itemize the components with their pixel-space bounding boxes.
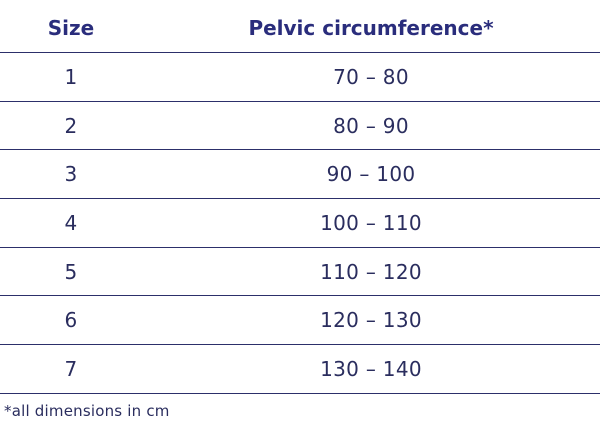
range-cell: 70 – 80 [333, 64, 409, 89]
size-cell: 4 [64, 210, 78, 235]
table-row: 5 110 – 120 [0, 248, 600, 297]
size-cell: 2 [64, 113, 78, 138]
size-cell: 6 [64, 308, 78, 333]
range-cell: 130 – 140 [320, 356, 422, 381]
size-cell: 3 [64, 162, 78, 187]
size-cell: 5 [64, 259, 78, 284]
range-cell: 110 – 120 [320, 259, 422, 284]
table-row: 1 70 – 80 [0, 53, 600, 102]
footnote: *all dimensions in cm [4, 402, 170, 420]
table-row: 2 80 – 90 [0, 102, 600, 151]
size-cell: 1 [64, 64, 78, 89]
range-cell: 80 – 90 [333, 113, 409, 138]
table-row: 7 130 – 140 [0, 345, 600, 394]
header-pelvic-circumference: Pelvic circumference* [248, 16, 494, 40]
table-row: 4 100 – 110 [0, 199, 600, 248]
range-cell: 120 – 130 [320, 308, 422, 333]
table-row: 6 120 – 130 [0, 296, 600, 346]
table-row: 3 90 – 100 [0, 150, 600, 200]
size-cell: 7 [64, 356, 78, 381]
size-table: Size Pelvic circumference* 1 70 – 80 2 8… [0, 0, 600, 394]
range-cell: 100 – 110 [320, 210, 422, 235]
header-size: Size [47, 16, 95, 40]
range-cell: 90 – 100 [326, 162, 416, 187]
table-header-row: Size Pelvic circumference* [0, 0, 600, 53]
